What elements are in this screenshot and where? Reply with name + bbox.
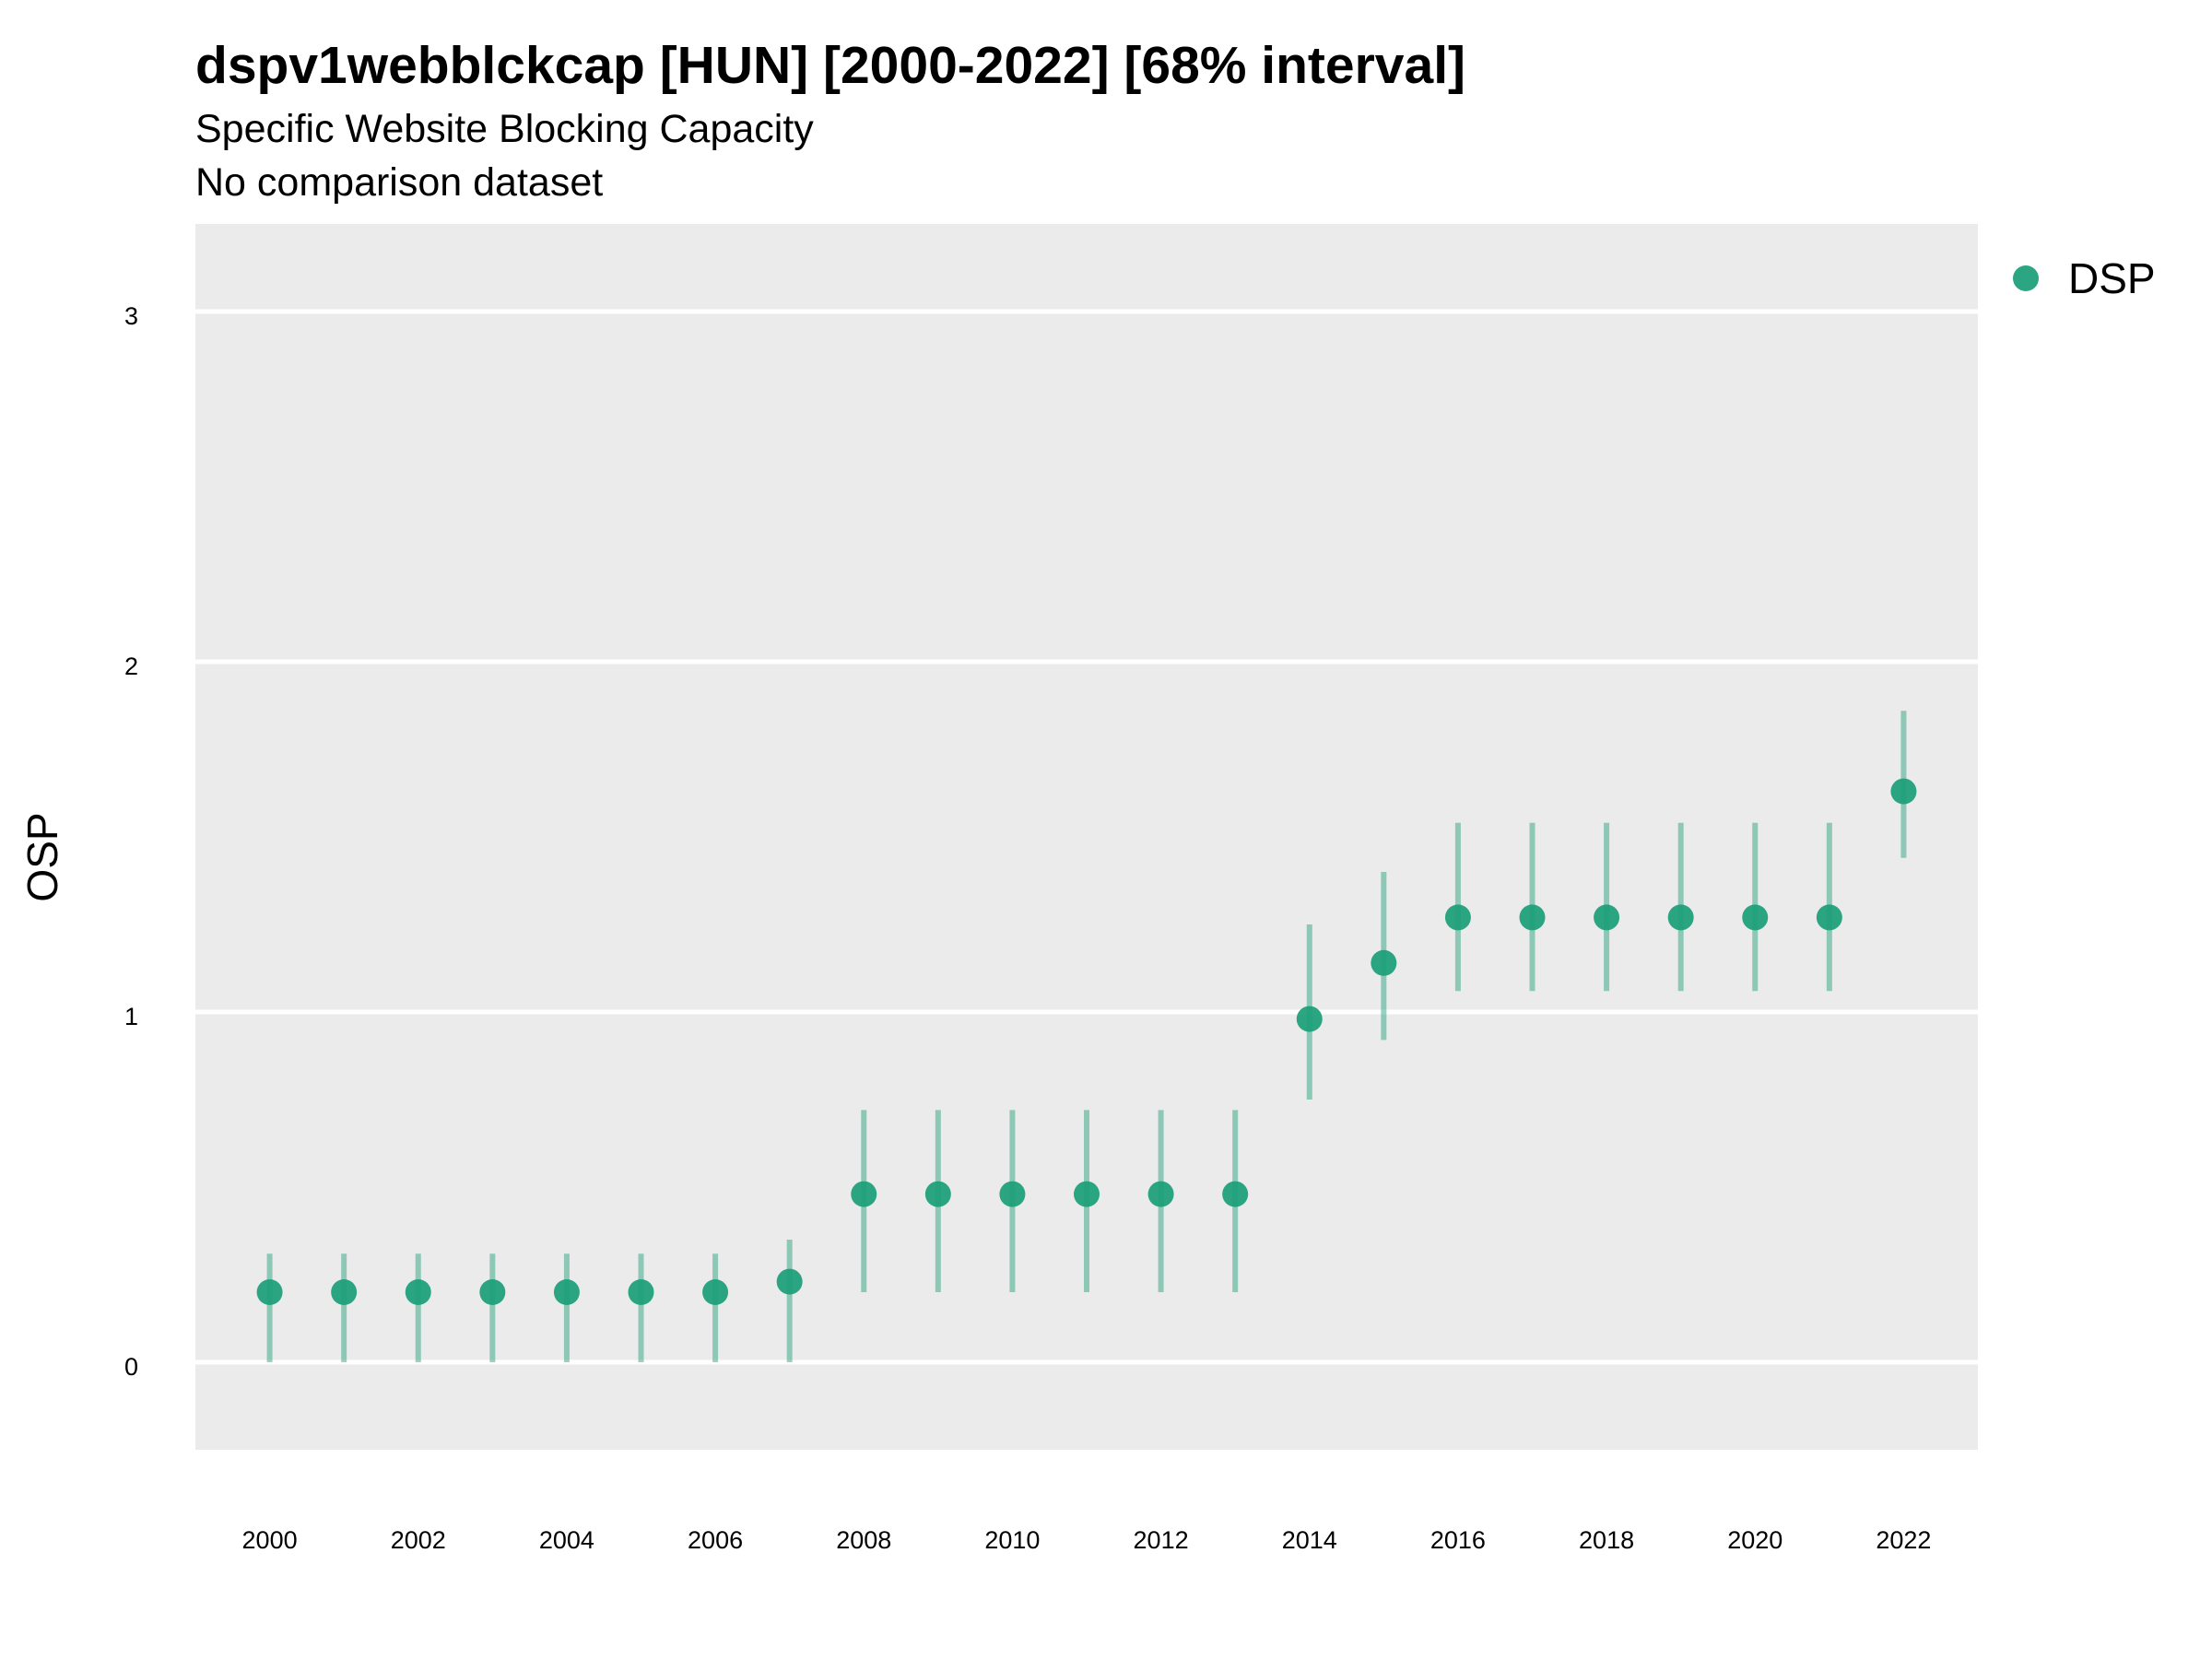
y-tick-label: 3 xyxy=(124,302,138,330)
data-point xyxy=(1074,1181,1100,1207)
x-tick-label: 2010 xyxy=(984,1526,1040,1554)
chart-title: dspv1webblckcap [HUN] [2000-2022] [68% i… xyxy=(195,36,1466,95)
data-point xyxy=(1519,904,1546,931)
x-tick-label: 2006 xyxy=(688,1526,743,1554)
data-point xyxy=(1594,904,1620,931)
x-tick-label: 2018 xyxy=(1579,1526,1634,1554)
legend: DSP xyxy=(2013,254,2156,302)
x-tick-label: 2020 xyxy=(1727,1526,1783,1554)
x-tick-label: 2000 xyxy=(242,1526,298,1554)
data-point xyxy=(256,1279,283,1305)
data-point xyxy=(1147,1181,1174,1207)
data-point xyxy=(1742,904,1769,931)
data-point xyxy=(776,1268,803,1295)
data-point xyxy=(1371,949,1397,976)
x-tick-label: 2014 xyxy=(1282,1526,1337,1554)
plot-panel xyxy=(195,224,1978,1450)
gridlines xyxy=(195,309,1978,1365)
data-point xyxy=(924,1181,951,1207)
data-point xyxy=(702,1279,729,1305)
data-point xyxy=(553,1279,580,1305)
data-point xyxy=(851,1181,877,1207)
data-point xyxy=(1296,1006,1323,1032)
y-axis-label: OSP xyxy=(18,812,66,901)
legend-label-dsp: DSP xyxy=(2068,254,2156,302)
data-point xyxy=(405,1279,431,1305)
chart-subtitle: Specific Website Blocking Capacity xyxy=(195,107,814,151)
y-tick-label: 2 xyxy=(124,653,138,680)
data-point xyxy=(1890,778,1917,805)
chart-subtitle-comparison: No comparison dataset xyxy=(195,160,604,205)
data-point xyxy=(1667,904,1694,931)
data-points xyxy=(256,778,1917,1305)
x-tick-label: 2012 xyxy=(1134,1526,1189,1554)
data-point xyxy=(479,1279,506,1305)
data-point xyxy=(1816,904,1842,931)
data-point xyxy=(1222,1181,1249,1207)
data-point xyxy=(331,1279,358,1305)
y-tick-label: 0 xyxy=(124,1353,138,1381)
x-tick-label: 2022 xyxy=(1876,1526,1931,1554)
data-point xyxy=(999,1181,1026,1207)
x-tick-label: 2016 xyxy=(1430,1526,1486,1554)
legend-key-dsp xyxy=(2013,265,2039,291)
x-tick-label: 2002 xyxy=(391,1526,446,1554)
x-tick-labels: 2000 2002 2004 2006 2008 2010 2012 2014 2016 2018… xyxy=(242,1526,1932,1554)
y-tick-label: 1 xyxy=(124,1003,138,1030)
x-tick-label: 2004 xyxy=(539,1526,594,1554)
data-point xyxy=(628,1279,654,1305)
data-point xyxy=(1444,904,1471,931)
y-tick-labels: 0 1 2 3 xyxy=(124,302,138,1381)
x-tick-label: 2008 xyxy=(836,1526,891,1554)
